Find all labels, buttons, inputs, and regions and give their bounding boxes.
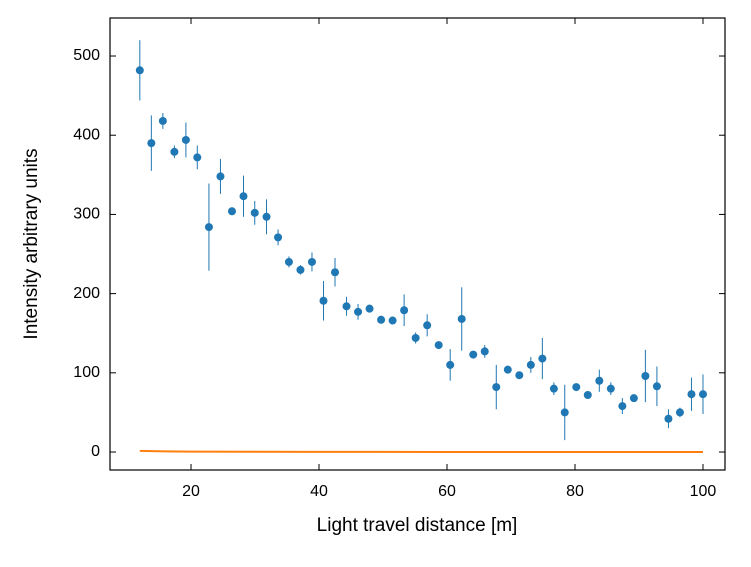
y-tick-label: 200 — [73, 285, 100, 302]
data-point — [457, 314, 466, 323]
data-point — [595, 376, 604, 385]
data-point — [354, 307, 363, 316]
data-point — [274, 233, 283, 242]
y-axis-label: Intensity arbitrary units — [21, 148, 42, 339]
data-point — [549, 384, 558, 393]
data-point — [687, 390, 696, 399]
data-point — [377, 315, 386, 324]
x-tick-label: 40 — [310, 483, 328, 500]
data-point — [296, 265, 305, 274]
y-tick-label: 0 — [91, 443, 100, 460]
data-point — [618, 402, 627, 411]
x-tick-label: 100 — [690, 483, 717, 500]
plot-frame — [109, 17, 726, 471]
data-point — [170, 147, 179, 156]
y-tick-label: 500 — [73, 47, 100, 64]
data-point — [629, 394, 638, 403]
data-point — [583, 390, 592, 399]
data-point — [492, 383, 501, 392]
y-tick-label: 300 — [73, 206, 100, 223]
data-point — [675, 408, 684, 417]
data-point — [262, 212, 271, 221]
data-point — [560, 408, 569, 417]
data-point — [538, 354, 547, 363]
data-point — [400, 306, 409, 315]
y-tick-label: 400 — [73, 126, 100, 143]
data-point — [469, 350, 478, 359]
data-point — [342, 302, 351, 311]
data-point — [331, 268, 340, 277]
data-point — [515, 371, 524, 380]
data-point — [193, 153, 202, 162]
data-point — [526, 360, 535, 369]
data-point — [319, 296, 328, 305]
data-point — [641, 371, 650, 380]
x-tick-label: 60 — [438, 483, 456, 500]
data-point — [503, 365, 512, 374]
data-point — [572, 383, 581, 392]
data-point — [216, 172, 225, 181]
line-series — [139, 449, 703, 454]
data-point — [181, 135, 190, 144]
data-point — [652, 382, 661, 391]
data-point — [434, 341, 443, 350]
data-point — [606, 384, 615, 393]
data-point — [664, 414, 673, 423]
data-point — [239, 192, 248, 201]
data-point — [388, 316, 397, 325]
x-axis-label: Light travel distance [m] — [317, 515, 518, 536]
data-point — [423, 321, 432, 330]
data-point — [284, 257, 293, 266]
data-point — [135, 66, 144, 75]
data-point — [307, 257, 316, 266]
data-point — [147, 139, 156, 148]
data-point — [698, 390, 707, 399]
data-point — [411, 333, 420, 342]
data-point — [158, 116, 167, 125]
y-tick-label: 100 — [73, 364, 100, 381]
x-tick-label: 80 — [566, 483, 584, 500]
x-tick-label: 20 — [182, 483, 200, 500]
data-point — [250, 208, 259, 217]
data-point — [204, 223, 213, 232]
data-point — [446, 360, 455, 369]
data-point — [227, 207, 236, 216]
data-point — [365, 304, 374, 313]
data-point — [480, 347, 489, 356]
